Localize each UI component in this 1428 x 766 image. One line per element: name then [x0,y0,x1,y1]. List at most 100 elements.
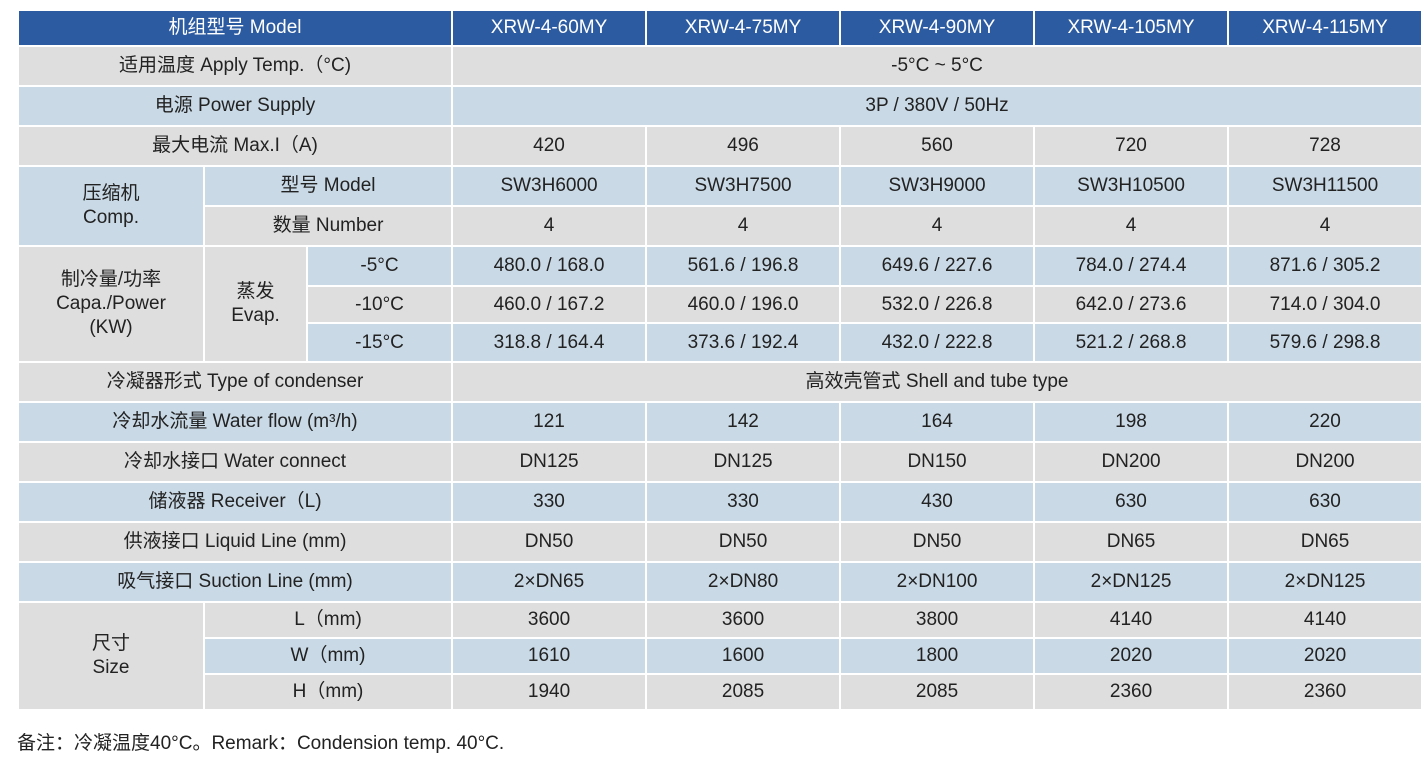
table-cell: 4140 [1227,601,1424,639]
comp-number-row: 数量 Number 4 4 4 4 4 [18,205,1424,247]
table-cell: 330 [451,481,648,523]
capacity-label-en: Capa./Power [56,293,166,314]
table-cell: 1940 [451,673,648,711]
table-cell: 2×DN65 [451,561,648,603]
table-cell: 142 [645,401,842,443]
table-cell: DN50 [839,521,1036,563]
size-h-row: H（mm) 1940 2085 2085 2360 2360 [18,673,1424,711]
table-cell: DN50 [645,521,842,563]
table-cell: SW3H7500 [645,165,842,207]
compressor-label-cn: 压缩机 [82,183,140,204]
model-name: XRW-4-115MY [1227,9,1424,47]
table-cell: SW3H6000 [451,165,648,207]
compressor-label-en: Comp. [83,207,139,228]
table-cell: 2×DN125 [1033,561,1230,603]
table-cell: 4 [645,205,842,247]
row-label: 冷凝器形式 Type of condenser [16,361,454,403]
evap-temp: -5°C [305,245,454,287]
table-cell: 720 [1033,125,1230,167]
table-cell: 2360 [1033,673,1230,711]
row-label: 冷却水接口 Water connect [16,441,454,483]
table-cell: 480.0 / 168.0 [451,245,648,287]
row-label: 数量 Number [202,205,454,247]
receiver-row: 储液器 Receiver（L) 330 330 430 630 630 [16,481,1424,523]
table-cell: DN125 [451,441,648,483]
capa-row: -10°C 460.0 / 167.2 460.0 / 196.0 532.0 … [18,285,1424,324]
condenser-row: 冷凝器形式 Type of condenser 高效壳管式 Shell and … [16,361,1424,403]
water-connect-row: 冷却水接口 Water connect DN125 DN125 DN150 DN… [16,441,1424,483]
max-current-row: 最大电流 Max.I（A) 420 496 560 720 728 [16,125,1424,167]
table-cell: 198 [1033,401,1230,443]
table-cell: 4 [839,205,1036,247]
table-cell: 373.6 / 192.4 [645,322,842,363]
table-cell: 496 [645,125,842,167]
table-cell: 642.0 / 273.6 [1033,285,1230,324]
row-label: 电源 Power Supply [16,85,454,127]
table-cell: 2×DN100 [839,561,1036,603]
suction-line-row: 吸气接口 Suction Line (mm) 2×DN65 2×DN80 2×D… [16,561,1424,603]
table-cell: 2360 [1227,673,1424,711]
table-cell: 649.6 / 227.6 [839,245,1036,287]
table-cell: 220 [1227,401,1424,443]
table-cell: DN50 [451,521,648,563]
table-cell: 430 [839,481,1036,523]
table-cell: DN200 [1033,441,1230,483]
size-w-row: W（mm) 1610 1600 1800 2020 2020 [18,637,1424,675]
size-l-row: 尺寸 Size L（mm) 3600 3600 3800 4140 4140 [17,601,1424,711]
table-cell: 714.0 / 304.0 [1227,285,1424,324]
row-label: 最大电流 Max.I（A) [16,125,454,167]
capacity-label-cn: 制冷量/功率 [60,269,162,290]
table-cell: 2085 [839,673,1036,711]
table-cell: 432.0 / 222.8 [839,322,1036,363]
row-label: 储液器 Receiver（L) [16,481,454,523]
table-cell: SW3H11500 [1227,165,1424,207]
capa-row: -15°C 318.8 / 164.4 373.6 / 192.4 432.0 … [18,322,1424,363]
size-label: 尺寸 Size [17,601,205,711]
size-label-cn: 尺寸 [91,633,130,654]
apply-temp-value: -5°C ~ 5°C [451,45,1424,87]
compressor-label: 压缩机 Comp. [17,165,205,247]
table-cell: 460.0 / 196.0 [645,285,842,324]
table-cell: DN200 [1227,441,1424,483]
table-cell: 121 [451,401,648,443]
table-cell: 2×DN80 [645,561,842,603]
table-cell: 2×DN125 [1227,561,1424,603]
table-cell: DN65 [1033,521,1230,563]
row-label: W（mm) [202,637,454,675]
evap-temp: -10°C [305,285,454,324]
table-cell: 4 [1227,205,1424,247]
table-cell: 561.6 / 196.8 [645,245,842,287]
table-cell: 630 [1033,481,1230,523]
table-cell: 318.8 / 164.4 [451,322,648,363]
table-cell: 3600 [645,601,842,639]
table-cell: 2085 [645,673,842,711]
table-cell: 2020 [1227,637,1424,675]
evap-label: 蒸发 Evap. [203,245,308,363]
table-cell: 579.6 / 298.8 [1227,322,1424,363]
row-label: H（mm) [202,673,454,711]
capacity-label-unit: (KW) [89,317,133,338]
table-cell: 871.6 / 305.2 [1227,245,1424,287]
apply-temp-row: 适用温度 Apply Temp.（°C) -5°C ~ 5°C [16,45,1424,87]
table-cell: 460.0 / 167.2 [451,285,648,324]
table-cell: 1600 [645,637,842,675]
row-label: 吸气接口 Suction Line (mm) [16,561,454,603]
table-cell: DN65 [1227,521,1424,563]
table-cell: SW3H9000 [839,165,1036,207]
water-flow-row: 冷却水流量 Water flow (m³/h) 121 142 164 198 … [16,401,1424,443]
table-cell: DN150 [839,441,1036,483]
table-cell: 420 [451,125,648,167]
table-cell: DN125 [645,441,842,483]
header-row: 机组型号 Model XRW-4-60MY XRW-4-75MY XRW-4-9… [16,9,1424,47]
table-cell: 1610 [451,637,648,675]
model-label: 机组型号 Model [16,9,454,47]
capa-row: 制冷量/功率 Capa./Power (KW) 蒸发 Evap. -5°C 48… [17,245,1424,363]
table-cell: 1800 [839,637,1036,675]
evap-label-cn: 蒸发 [236,281,275,302]
power-supply-value: 3P / 380V / 50Hz [451,85,1424,127]
row-label: 型号 Model [202,165,454,207]
model-name: XRW-4-105MY [1033,9,1230,47]
table-cell: 728 [1227,125,1424,167]
evap-temp: -15°C [305,322,454,363]
row-label: 冷却水流量 Water flow (m³/h) [16,401,454,443]
